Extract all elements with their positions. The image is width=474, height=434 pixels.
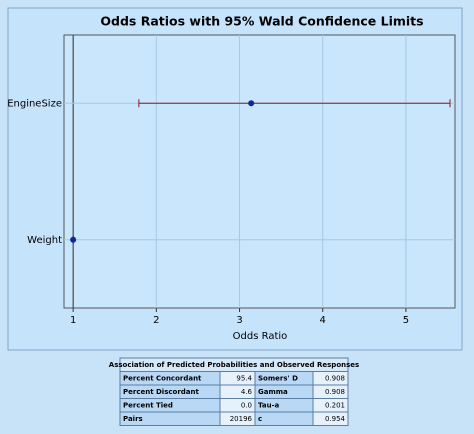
cell-value: 95.4 bbox=[236, 374, 252, 382]
table-title: Association of Predicted Probabilities a… bbox=[109, 361, 359, 369]
cell-value: 0.954 bbox=[325, 415, 346, 423]
cell-value: 20196 bbox=[230, 415, 253, 423]
row-label: c bbox=[258, 415, 262, 423]
cell-value: 4.6 bbox=[241, 388, 253, 396]
point bbox=[248, 100, 255, 107]
y-tick-label: EngineSize bbox=[7, 98, 62, 109]
row-label: Pairs bbox=[123, 415, 143, 423]
cell-value: 0.201 bbox=[325, 401, 345, 409]
x-tick-label: 1 bbox=[70, 315, 76, 326]
plot-area bbox=[63, 34, 456, 309]
table-cell bbox=[312, 411, 349, 426]
cell-value: 0.908 bbox=[325, 388, 345, 396]
row-label: Somers' D bbox=[258, 374, 298, 382]
row-label: Gamma bbox=[258, 388, 288, 396]
point bbox=[70, 236, 77, 243]
x-tick-label: 4 bbox=[320, 315, 326, 326]
x-tick-label: 2 bbox=[153, 315, 159, 326]
x-tick-label: 5 bbox=[403, 315, 409, 326]
chart-title: Odds Ratios with 95% Wald Confidence Lim… bbox=[100, 14, 423, 29]
row-label: Percent Discordant bbox=[123, 388, 199, 396]
x-tick-label: 3 bbox=[236, 315, 242, 326]
x-axis-label: Odds Ratio bbox=[233, 331, 288, 342]
row-label: Percent Tied bbox=[123, 401, 173, 409]
row-label: Percent Concordant bbox=[123, 374, 202, 382]
cell-value: 0.0 bbox=[241, 401, 252, 409]
cell-value: 0.908 bbox=[325, 374, 345, 382]
table-cell bbox=[254, 411, 314, 426]
y-tick-label: Weight bbox=[27, 235, 62, 246]
row-label: Tau-a bbox=[258, 401, 279, 409]
